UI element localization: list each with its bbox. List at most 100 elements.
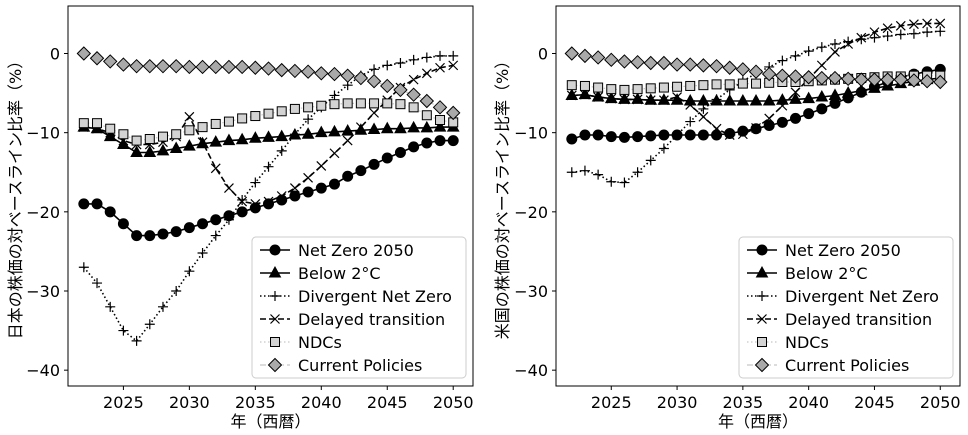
data-point bbox=[843, 39, 854, 49]
data-point bbox=[736, 93, 750, 106]
data-point bbox=[78, 262, 89, 273]
data-point bbox=[118, 325, 129, 336]
data-point bbox=[250, 198, 261, 209]
data-point bbox=[764, 113, 775, 124]
legend-item-divergent-net-zero: Divergent Net Zero bbox=[260, 287, 452, 306]
data-point bbox=[340, 68, 355, 83]
data-point bbox=[276, 194, 288, 206]
data-point bbox=[380, 121, 394, 134]
data-point bbox=[222, 133, 236, 146]
data-point bbox=[724, 130, 735, 140]
y-tick-label: −40 bbox=[26, 361, 60, 380]
data-point bbox=[236, 206, 248, 218]
data-point bbox=[593, 82, 604, 93]
data-point bbox=[593, 169, 604, 180]
data-point bbox=[605, 131, 617, 143]
data-point bbox=[697, 129, 709, 141]
data-point bbox=[632, 94, 643, 105]
data-point bbox=[355, 165, 367, 177]
data-point bbox=[761, 66, 777, 82]
legend-label: Current Policies bbox=[298, 356, 422, 375]
legend-marker bbox=[270, 337, 280, 347]
data-point bbox=[776, 116, 788, 128]
legend-label: Net Zero 2050 bbox=[298, 241, 414, 260]
data-point bbox=[394, 121, 407, 134]
legend: Net Zero 2050 Below 2°C Divergent Net Zero… bbox=[738, 236, 954, 379]
x-axis-label: 年（西暦） bbox=[230, 412, 310, 431]
series-below-2c bbox=[565, 71, 947, 106]
axes-frame bbox=[67, 5, 474, 387]
data-point bbox=[645, 155, 656, 166]
data-point bbox=[420, 120, 434, 133]
data-point bbox=[763, 120, 775, 132]
data-point bbox=[632, 84, 643, 95]
x-tick-label: 2030 bbox=[657, 393, 698, 412]
data-point bbox=[368, 158, 380, 170]
data-point bbox=[672, 130, 683, 141]
data-point bbox=[645, 83, 656, 94]
legend-item-current-policies: Current Policies bbox=[260, 356, 422, 375]
data-point bbox=[618, 131, 630, 143]
data-point bbox=[276, 145, 287, 156]
data-point bbox=[592, 129, 604, 141]
y-tick-label: −10 bbox=[26, 124, 60, 143]
data-point bbox=[144, 230, 156, 242]
data-point bbox=[329, 90, 340, 101]
data-point bbox=[683, 57, 698, 72]
data-point bbox=[303, 114, 314, 125]
data-point bbox=[895, 20, 906, 31]
data-point bbox=[248, 131, 262, 143]
data-point bbox=[935, 18, 946, 29]
data-point bbox=[104, 206, 116, 218]
legend-box bbox=[738, 236, 954, 379]
data-point bbox=[777, 100, 788, 111]
data-point bbox=[223, 214, 234, 225]
legend-item-below-2c: Below 2°C bbox=[260, 264, 381, 283]
data-point bbox=[566, 133, 578, 145]
legend-marker bbox=[757, 291, 767, 301]
data-point bbox=[263, 196, 274, 207]
y-tick-label: 0 bbox=[538, 45, 548, 64]
data-point bbox=[579, 165, 590, 176]
data-point bbox=[381, 152, 393, 164]
data-point bbox=[630, 55, 645, 70]
data-point bbox=[223, 116, 234, 127]
data-point bbox=[922, 27, 933, 38]
data-point bbox=[342, 170, 354, 182]
data-point bbox=[816, 60, 827, 71]
data-point bbox=[421, 52, 432, 63]
data-point bbox=[656, 55, 672, 71]
data-point bbox=[195, 59, 210, 75]
data-point bbox=[867, 72, 882, 87]
data-point bbox=[303, 102, 314, 113]
series-net-zero-2050 bbox=[78, 135, 459, 242]
y-tick-label: −30 bbox=[514, 282, 548, 301]
data-point bbox=[579, 80, 590, 91]
data-point bbox=[276, 106, 287, 117]
data-point bbox=[606, 93, 617, 104]
data-point bbox=[696, 58, 711, 73]
data-point bbox=[645, 130, 657, 142]
data-point bbox=[643, 55, 658, 71]
data-point bbox=[103, 54, 118, 69]
data-point bbox=[366, 74, 382, 89]
data-point bbox=[906, 73, 922, 88]
data-point bbox=[435, 115, 446, 125]
data-point bbox=[237, 194, 248, 205]
legend-item-net-zero-2050: Net Zero 2050 bbox=[747, 241, 901, 260]
data-point bbox=[722, 60, 737, 75]
legend-marker bbox=[270, 291, 280, 301]
data-point bbox=[210, 230, 221, 241]
data-point bbox=[830, 46, 840, 57]
data-point bbox=[248, 60, 263, 75]
data-point bbox=[117, 218, 129, 230]
data-point bbox=[762, 93, 776, 106]
data-point bbox=[382, 98, 393, 109]
data-point bbox=[369, 98, 380, 109]
data-point bbox=[735, 62, 751, 77]
data-point bbox=[580, 89, 590, 100]
legend-label: Below 2°C bbox=[785, 264, 868, 283]
legend-label: Divergent Net Zero bbox=[785, 287, 939, 306]
data-point bbox=[353, 70, 369, 86]
data-point bbox=[261, 61, 276, 76]
